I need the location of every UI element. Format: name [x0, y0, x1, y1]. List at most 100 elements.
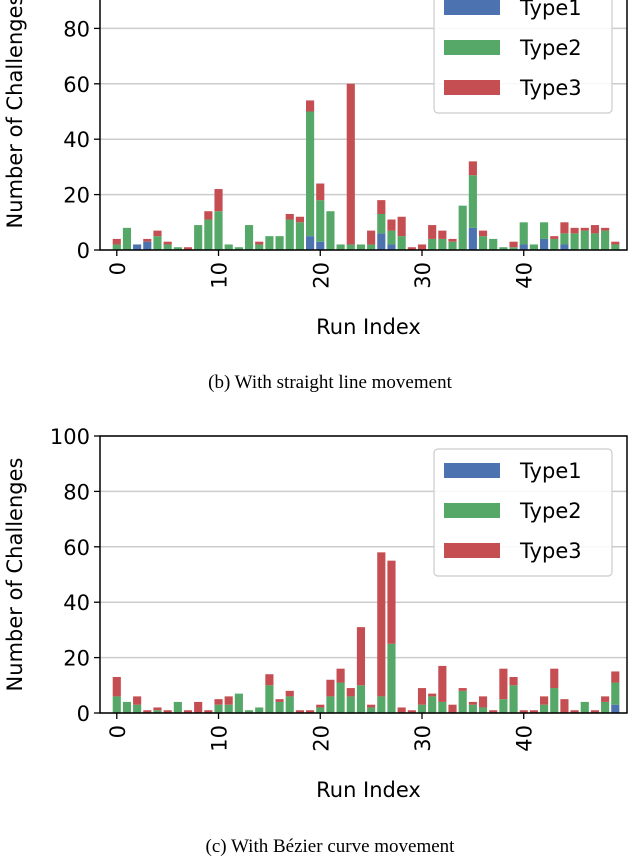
bar-segment	[580, 230, 589, 250]
bar-segment	[316, 707, 325, 713]
bar-segment	[285, 219, 294, 250]
bar-segment	[183, 710, 193, 713]
y-tick-label: 40	[63, 128, 90, 152]
x-tick-label: 10	[208, 725, 232, 752]
bar-segment	[295, 222, 304, 250]
x-tick-label: 0	[106, 725, 130, 738]
bar-segment	[458, 205, 467, 250]
bar-segment	[428, 225, 437, 239]
bar-segment	[194, 701, 203, 713]
bar-segment	[214, 704, 223, 713]
caption: (c) With Bézier curve movement	[206, 836, 456, 857]
bar-segment	[326, 211, 335, 250]
bar-segment	[601, 701, 610, 713]
bar-segment	[407, 710, 416, 713]
y-tick-label: 80	[63, 17, 90, 41]
bar-segment	[387, 244, 396, 250]
bar-segment	[285, 696, 294, 713]
bar-segment	[560, 233, 569, 245]
bar-segment	[112, 696, 121, 713]
bar-segment	[275, 699, 284, 702]
bar-segment	[377, 552, 386, 697]
x-tick-label: 30	[411, 262, 435, 289]
bar-segment	[356, 627, 366, 686]
bar-segment	[377, 200, 386, 214]
bar-segment	[204, 211, 213, 220]
bar-segment	[570, 710, 579, 713]
bar-segment	[611, 241, 620, 245]
bar-segment	[397, 707, 406, 713]
legend-swatch	[444, 40, 500, 55]
bar-segment	[356, 244, 366, 250]
bar-segment	[143, 241, 152, 250]
bar-segment	[316, 183, 325, 201]
bar-segment	[143, 710, 152, 713]
y-tick-label: 80	[63, 480, 90, 504]
bar-segment	[295, 710, 304, 713]
bar-segment	[224, 244, 233, 250]
bar-segment	[590, 710, 600, 713]
bar-segment	[387, 219, 396, 231]
bar-segment	[428, 693, 437, 697]
legend-label: Type3	[519, 76, 582, 100]
bar-segment	[316, 241, 325, 250]
legend-swatch	[444, 503, 500, 518]
x-tick-label: 40	[513, 725, 537, 752]
bar-segment	[570, 227, 579, 234]
bar-segment	[601, 696, 610, 702]
bar-segment	[397, 216, 406, 237]
bar-segment	[478, 707, 488, 713]
bar-segment	[438, 701, 447, 713]
bar-segment	[244, 710, 254, 713]
bar-segment	[428, 696, 437, 713]
bar-segment	[590, 225, 600, 234]
bar-segment	[255, 244, 264, 250]
bar-segment	[316, 704, 325, 708]
bar-segment	[265, 674, 274, 686]
bar-segment	[611, 704, 620, 713]
bar-segment	[590, 233, 600, 250]
bar-segment	[346, 688, 355, 697]
bar-segment	[306, 710, 315, 713]
bar-segment	[499, 247, 508, 250]
bar-segment	[601, 230, 610, 250]
bar-segment	[173, 701, 182, 713]
bar-segment	[275, 701, 284, 713]
y-tick-label: 0	[77, 702, 90, 726]
bar-segment	[275, 236, 284, 250]
bar-segment	[336, 244, 345, 250]
y-tick-label: 20	[63, 184, 90, 208]
bar-segment	[204, 710, 213, 713]
bar-segment	[560, 699, 569, 713]
bar-segment	[550, 688, 559, 713]
bar-segment	[560, 244, 569, 250]
bar-segment	[417, 244, 427, 250]
legend-label: Type1	[519, 459, 582, 483]
bar-segment	[540, 704, 549, 713]
bar-segment	[194, 225, 203, 250]
bar-segment	[458, 690, 467, 713]
bar-segment	[336, 668, 345, 683]
bar-segment	[214, 699, 223, 705]
bar-segment	[509, 247, 518, 250]
x-tick-label: 20	[309, 725, 333, 752]
legend-label: Type3	[519, 539, 582, 563]
bar-segment	[428, 238, 437, 250]
x-tick-label: 40	[513, 262, 537, 289]
bar-segment	[448, 238, 457, 242]
bar-segment	[153, 230, 162, 237]
bar-segment	[458, 688, 467, 691]
bar-segment	[387, 230, 396, 245]
bar-segment	[499, 699, 508, 713]
y-axis-label: Number of Challenges	[3, 0, 27, 228]
bar-segment	[367, 230, 376, 245]
bar-segment	[417, 704, 427, 713]
bar-segment	[183, 247, 193, 250]
bar-segment	[133, 704, 142, 713]
plot-frame	[99, 0, 628, 251]
legend-swatch	[444, 0, 500, 15]
bar-segment	[540, 696, 549, 705]
bar-segment	[611, 671, 620, 683]
bar-segment	[377, 233, 386, 250]
bar-segment	[407, 247, 416, 250]
